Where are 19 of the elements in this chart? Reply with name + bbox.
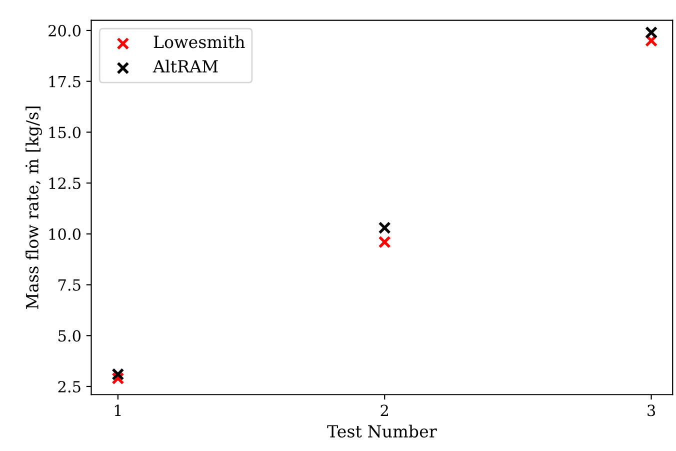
point: [378, 236, 391, 248]
point: [112, 368, 124, 381]
x-tick-label: 3: [648, 404, 656, 416]
y-tick-label: 10.0: [49, 228, 81, 240]
x-axis-title: Test Number: [327, 424, 437, 438]
y-tick-label: 5.0: [58, 330, 81, 342]
y-tick-label: 2.5: [58, 380, 80, 393]
point: [644, 26, 658, 39]
point: [378, 222, 391, 234]
y-tick-label: 12.5: [49, 178, 80, 190]
y-tick-label: 20.0: [48, 24, 81, 36]
y-tick-label: 15.0: [49, 126, 81, 138]
y-axis-title: Mass flow rate, ṁ [kg/s]: [25, 106, 42, 309]
legend-label: Lowesmith: [154, 35, 245, 48]
x-tick-label: 2: [380, 404, 388, 416]
y-tick-label: 17.5: [49, 76, 80, 88]
legend-label: AltRAM: [152, 60, 218, 73]
y-tick-label: 7.5: [58, 279, 80, 291]
x-tick-label: 1: [114, 404, 121, 416]
